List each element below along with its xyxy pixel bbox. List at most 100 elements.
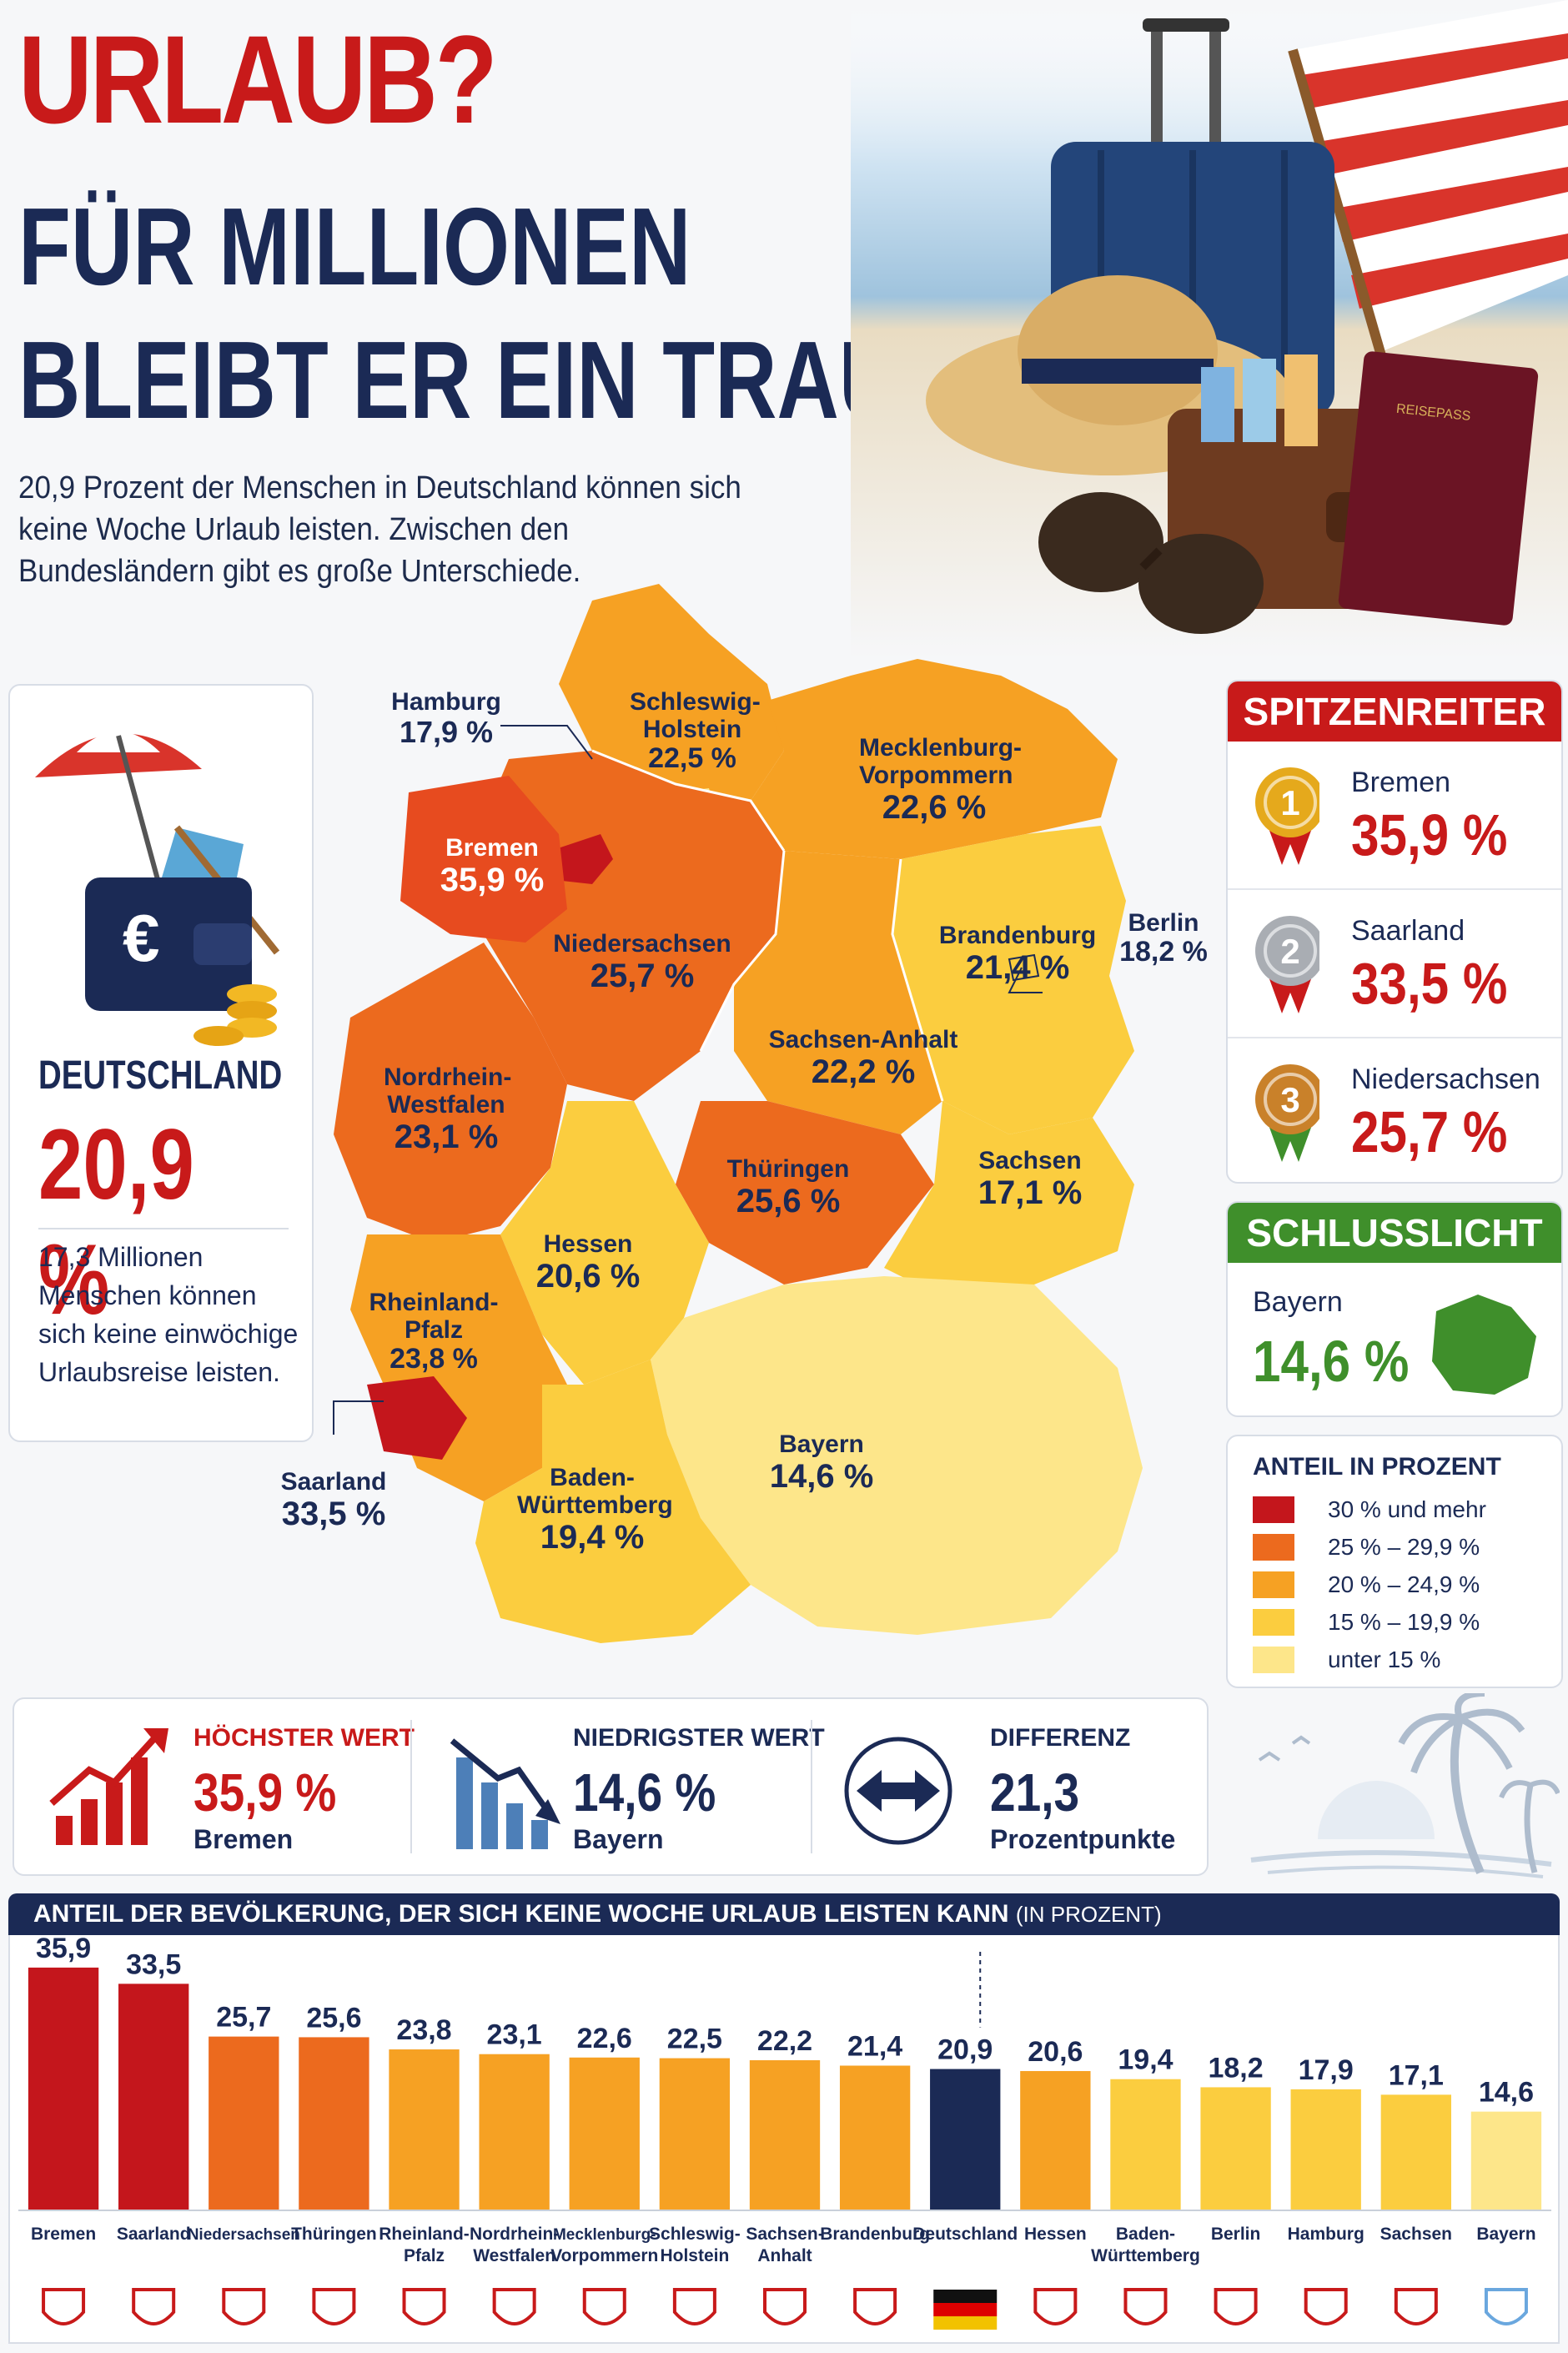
legend-card: ANTEIL IN PROZENT 30 % und mehr 25 % – 29… [1226, 1435, 1563, 1688]
diff-title: DIFFERENZ [990, 1724, 1131, 1752]
rank-name: Bremen [1351, 767, 1451, 798]
map-label-hamburg: Hamburg 17,9 % [391, 688, 501, 749]
bar-rheinland-pfalz [389, 2049, 460, 2210]
bar-bayern [1470, 2111, 1542, 2210]
coat-of-arms-icon [1484, 2288, 1528, 2325]
map-label-rheinland-pfalz: Rheinland-Pfalz 23,8 % [369, 1289, 499, 1375]
coat-of-arms-icon [42, 2288, 86, 2325]
bar-value-label: 35,9 [36, 1935, 91, 1964]
category-label: Westfalen [473, 2246, 555, 2265]
trend-down-icon [450, 1738, 560, 1849]
state-bremen-area [400, 776, 567, 943]
lowest-value: 14,6 % [573, 1762, 716, 1823]
state-bremen [550, 834, 613, 884]
bar-saarland [118, 1983, 189, 2210]
category-label: Schleswig- [649, 2225, 741, 2244]
passport-icon: REISEPASS [1338, 351, 1539, 626]
bar-baden-württemberg [1110, 2079, 1181, 2210]
berlin-leader [1008, 967, 1043, 993]
deutschland-text: 17,3 Millionen Menschen können sich kein… [38, 1242, 299, 1387]
legend-title: ANTEIL IN PROZENT [1253, 1453, 1501, 1481]
bar-value-label: 22,6 [577, 2023, 632, 2054]
category-label: Nordrhein- [470, 2225, 559, 2244]
map-label-baden-wuerttemberg: Baden-Württemberg 19,4 % [517, 1464, 673, 1556]
schlusslicht-card: SCHLUSSLICHT Bayern 14,6 % [1226, 1201, 1563, 1417]
bar-value-label: 25,6 [306, 2002, 361, 2034]
legend-swatch [1253, 1496, 1294, 1523]
bar-value-label: 20,6 [1028, 2036, 1083, 2068]
headline-question: URLAUB? [18, 9, 498, 149]
map-label-sachsen-anhalt: Sachsen-Anhalt 22,2 % [768, 1026, 958, 1090]
state-sachsen [884, 1101, 1134, 1293]
legend-label: 25 % – 29,9 % [1328, 1533, 1480, 1560]
category-label: Anhalt [757, 2246, 812, 2265]
bar-value-label: 14,6 [1479, 2077, 1534, 2109]
coat-of-arms-icon [853, 2288, 897, 2325]
umbrella-wallet-icon: € [35, 732, 280, 1046]
state-baden-wuerttemberg [475, 1360, 751, 1643]
saarland-leader [333, 1400, 384, 1435]
map-label-sachsen: Sachsen 17,1 % [977, 1147, 1083, 1211]
bayern-shape-icon [1432, 1295, 1536, 1395]
schlusslicht-value: 14,6 % [1253, 1329, 1410, 1394]
headline-line3: BLEIBT ER EIN TRAUM [18, 319, 972, 441]
deutschland-label: DEUTSCHLAND [38, 1053, 283, 1098]
divider [811, 1720, 812, 1853]
coat-of-arms-icon [1394, 2288, 1438, 2325]
medal-icon: 2 [1255, 916, 1319, 1013]
state-schleswig-holstein [559, 584, 784, 801]
category-label: Bayern [1476, 2225, 1535, 2244]
category-label: Bremen [31, 2225, 96, 2244]
trend-up-icon [49, 1728, 168, 1845]
bar-value-label: 22,2 [757, 2025, 812, 2057]
divider [410, 1720, 412, 1853]
state-thueringen [676, 1101, 934, 1285]
legend-label: 20 % – 24,9 % [1328, 1571, 1480, 1597]
lowest-title: NIEDRIGSTER WERT [573, 1724, 825, 1752]
category-label: Hamburg [1288, 2225, 1364, 2244]
rank-item: 3 Niedersachsen 25,7 % [1228, 1038, 1561, 1182]
bar-value-label: 18,2 [1208, 2052, 1263, 2084]
rank-name: Niedersachsen [1351, 1063, 1540, 1095]
map-label-bayern: Bayern 14,6 % [769, 1430, 874, 1495]
palm-beach-illustration [1250, 1693, 1560, 1885]
category-label: Thüringen [291, 2225, 377, 2244]
state-bayern [651, 1276, 1143, 1635]
map-label-mecklenburg-vorpommern: Mecklenburg-Vorpommern 22,6 % [859, 734, 1023, 826]
map-label-berlin: Berlin 18,2 % [1119, 909, 1208, 968]
intro-text: 20,9 Prozent der Menschen in Deutschland… [18, 470, 741, 589]
bar-sachsen-anhalt [749, 2060, 821, 2210]
schlusslicht-title: SCHLUSSLICHT [1228, 1203, 1561, 1263]
medal-rank: 2 [1280, 932, 1299, 971]
map-label-hessen: Hessen 20,6 % [535, 1230, 641, 1295]
state-sachsen-anhalt [734, 851, 942, 1134]
coat-of-arms-icon [672, 2288, 716, 2325]
legend-label: 15 % – 19,9 % [1328, 1608, 1480, 1635]
hamburg-leader [500, 725, 593, 760]
legend-label: unter 15 % [1328, 1646, 1441, 1672]
double-arrow-icon [844, 1737, 952, 1845]
stats-card: HÖCHSTER WERT 35,9 % Bremen NIEDRIGSTER … [13, 1697, 1209, 1876]
legend-item: 30 % und mehr [1253, 1491, 1486, 1528]
chart-banner: ANTEIL DER BEVÖLKERUNG, DER SICH KEINE W… [8, 1893, 1560, 1935]
bar-nordrhein-westfalen [479, 2054, 550, 2210]
deutschland-value: 20,9 % [38, 1109, 194, 1335]
category-label: Hessen [1024, 2225, 1087, 2244]
state-nordrhein-westfalen [334, 943, 567, 1243]
bar-value-label: 23,1 [487, 2019, 542, 2051]
coat-of-arms-icon [1123, 2288, 1168, 2325]
bar-hamburg [1290, 2089, 1361, 2210]
medal-rank: 1 [1280, 783, 1299, 822]
coat-of-arms-icon [763, 2288, 807, 2325]
map-label-niedersachsen: Niedersachsen 25,7 % [553, 930, 731, 994]
bar-niedersachsen [209, 2036, 279, 2210]
bar-value-label: 19,4 [1118, 2044, 1173, 2076]
map-label-brandenburg: Brandenburg 21,4 % [938, 922, 1097, 986]
bar-hessen [1020, 2070, 1091, 2210]
bar-value-label: 20,9 [937, 2034, 993, 2066]
coat-of-arms-icon [222, 2288, 266, 2325]
rank-name: Saarland [1351, 915, 1465, 947]
map-label-schleswig-holstein: Schleswig-Holstein 22,5 % [630, 688, 761, 774]
flag-germany-icon [933, 2303, 998, 2316]
bar-value-label: 33,5 [126, 1948, 181, 1980]
